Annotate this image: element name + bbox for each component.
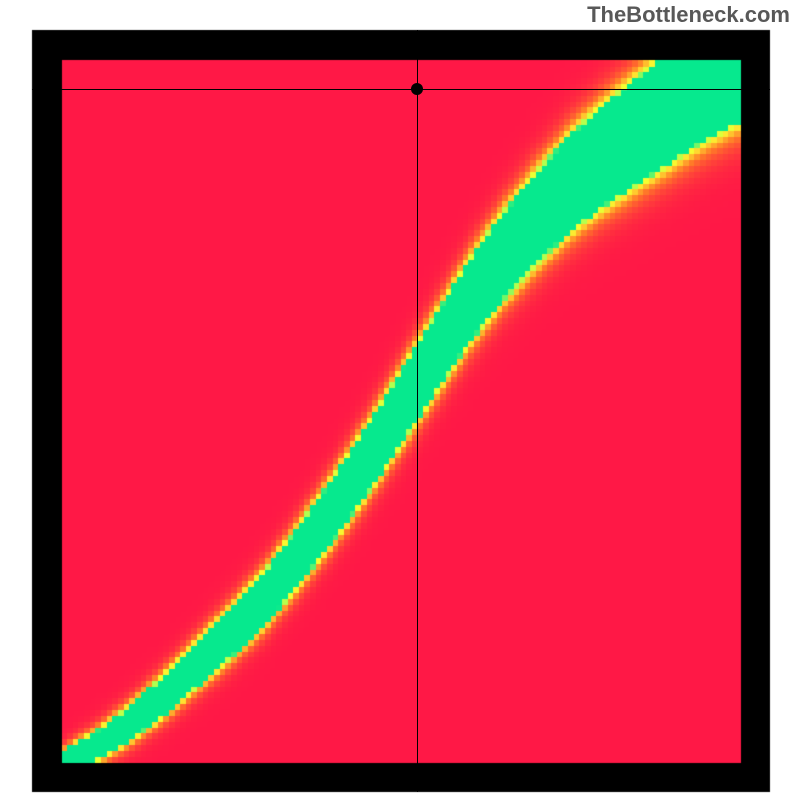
- crosshair-horizontal-line: [32, 89, 770, 90]
- crosshair-vertical-line: [417, 30, 418, 792]
- chart-container: TheBottleneck.com: [0, 0, 800, 800]
- heatmap-canvas: [0, 0, 800, 800]
- watermark-text: TheBottleneck.com: [587, 2, 790, 28]
- crosshair-marker-dot: [411, 83, 423, 95]
